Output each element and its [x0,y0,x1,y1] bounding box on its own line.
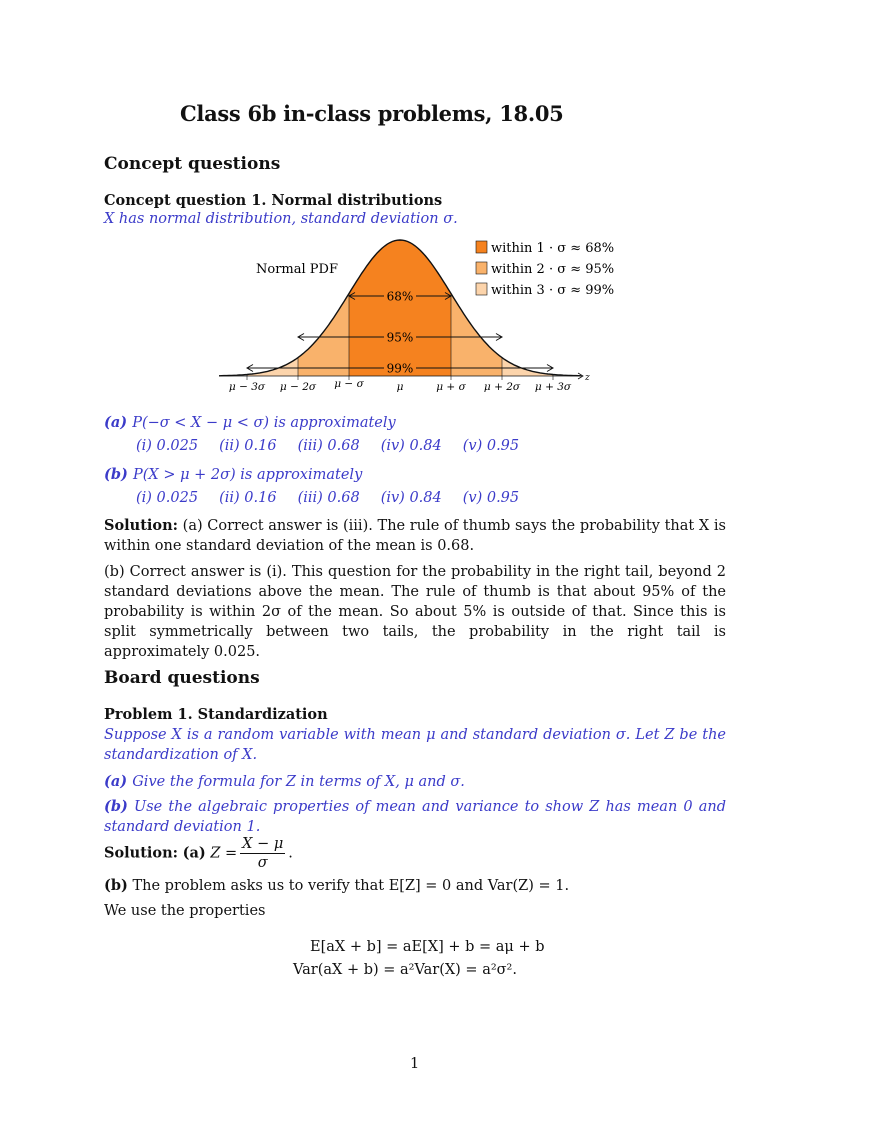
tick-label: μ − 2σ [280,381,317,393]
solution-b-label: (b) [104,877,128,894]
part-b-label: (b) [104,466,128,483]
tick-label: μ + 2σ [484,381,521,393]
properties-intro: We use the properties [104,903,266,919]
legend-label: within 3 · σ ≈ 99% [491,283,614,298]
concept-section-heading: Concept questions [104,154,281,174]
problem-part-b-label: (b) [104,798,128,815]
solution-a-label: (a) [182,844,206,862]
problem-stem: Suppose X is a random variable with mean… [104,727,726,763]
page-title: Class 6b in-class problems, 18.05 [180,101,564,126]
option: (ii) 0.16 [219,438,277,454]
tick-label: μ − σ [334,378,364,390]
tick-label: μ + 3σ [535,381,572,393]
equation-variance: Var(aX + b) = a²Var(X) = a²σ². [293,962,517,978]
part-a-options: (i) 0.025 (ii) 0.16 (iii) 0.68 (iv) 0.84 (v)… [136,438,540,454]
arrowhead-icon [546,364,554,372]
option: (iii) 0.68 [297,438,360,454]
normal-distribution-figure: z 68% 95% 99% μ − 3σ μ − 2σ μ − σ μ μ + σ μ + 2… [218,239,614,393]
part-b-question: (b) P(X > μ + 2σ) is approximately [104,464,362,483]
problem-part-a-label: (a) [104,773,128,790]
pdf-label: Normal PDF [256,262,338,277]
legend-label: within 2 · σ ≈ 95% [491,262,614,277]
equation-expectation: E[aX + b] = aE[X] + b = aμ + b [310,939,545,955]
part-a-question: (a) P(−σ < X − μ < σ) is approximately [104,412,396,431]
solution-b-text: The problem asks us to verify that E[Z] … [132,878,570,894]
solution-label: Solution: [104,844,178,862]
board-solution-b: (b) The problem asks us to verify that E… [104,877,569,894]
arrowhead-icon [246,364,254,372]
board-section-heading: Board questions [104,668,260,688]
problem-heading: Problem 1. Standardization [104,706,328,723]
part-a-text: P(−σ < X − μ < σ) is approximately [132,415,396,431]
tick-label: μ + σ [436,381,466,393]
interval-label: 99% [387,362,414,376]
fraction-denominator: σ [257,855,268,871]
option: (i) 0.025 [136,490,199,506]
part-a-label: (a) [104,414,128,431]
tick-label: μ − 3σ [229,381,266,393]
problem-part-a-text: Give the formula for Z in terms of X, μ … [132,774,465,790]
interval-label: 68% [387,290,414,304]
option: (iii) 0.68 [297,490,360,506]
option: (iv) 0.84 [380,490,442,506]
solution-label: Solution: [104,517,178,534]
concept-question-stem: X has normal distribution, standard devi… [104,211,458,227]
arrowhead-icon [297,333,305,341]
option: (v) 0.95 [462,438,520,454]
legend-label: within 1 · σ ≈ 68% [491,241,614,256]
arrowhead-icon [444,292,452,300]
part-b-options: (i) 0.025 (ii) 0.16 (iii) 0.68 (iv) 0.84 (v)… [136,490,540,506]
page-number: 1 [410,1056,420,1072]
arrowhead-icon [495,333,503,341]
fraction-numerator: X − μ [240,836,286,854]
z-axis-label: z [584,373,590,383]
solution-a-lhs: Z = [210,845,238,862]
legend-swatch [475,240,488,254]
legend-swatch [475,282,488,296]
concept-question-heading: Concept question 1. Normal distributions [104,192,443,209]
arrowhead-icon [348,292,356,300]
legend-swatch [475,261,488,275]
part-b-text: P(X > μ + 2σ) is approximately [132,467,363,483]
solution-a-text: (a) Correct answer is (iii). The rule of… [104,518,726,554]
option: (iv) 0.84 [380,438,442,454]
concept-solution-b: (b) Correct answer is (i). This question… [104,564,726,660]
z-axis-arrow-icon [577,372,584,380]
concept-solution-a: Solution: (a) Correct answer is (iii). T… [104,516,726,556]
option: (ii) 0.16 [219,490,277,506]
band-1-sigma [349,240,451,376]
interval-label: 95% [387,331,414,345]
problem-part-a: (a) Give the formula for Z in terms of X… [104,771,465,790]
option: (i) 0.025 [136,438,199,454]
problem-part-b-text: Use the algebraic properties of mean and… [104,799,726,835]
solution-a-end: . [288,845,293,862]
tick-label: μ [397,381,404,393]
problem-part-b: (b) Use the algebraic properties of mean… [104,797,726,837]
option: (v) 0.95 [462,490,520,506]
